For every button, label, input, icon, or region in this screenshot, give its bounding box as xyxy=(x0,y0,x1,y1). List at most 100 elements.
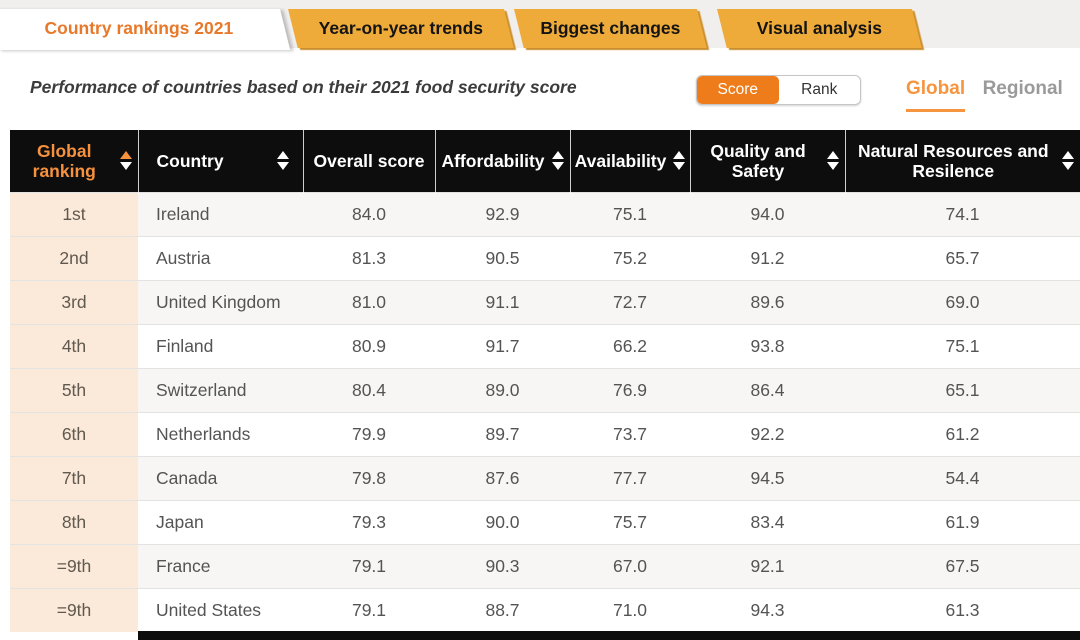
column-label: Availability xyxy=(574,150,667,171)
availability-cell: 77.7 xyxy=(570,455,690,500)
availability-cell: 75.2 xyxy=(570,235,690,280)
column-header-global-ranking[interactable]: Global ranking xyxy=(10,130,138,192)
table-row: =9th United States 79.1 88.7 71.0 94.3 6… xyxy=(10,587,1080,632)
rank-cell: 5th xyxy=(10,367,138,412)
rank-cell: 7th xyxy=(10,455,138,500)
tab-label: Country rankings 2021 xyxy=(44,18,234,38)
quality-safety-cell: 92.1 xyxy=(690,543,845,588)
country-cell: Finland xyxy=(138,323,303,368)
sort-asc-icon xyxy=(119,151,132,160)
table-row: 4th Finland 80.9 91.7 66.2 93.8 75.1 xyxy=(10,323,1080,368)
table-header-row: Global ranking Country Overall score Aff… xyxy=(10,130,1080,192)
column-label: Country xyxy=(156,150,224,171)
tab-biggest-changes[interactable]: Biggest changes xyxy=(514,9,707,48)
natural-resources-cell: 67.5 xyxy=(845,543,1080,588)
table-row: 6th Netherlands 79.9 89.7 73.7 92.2 61.2 xyxy=(10,411,1080,456)
natural-resources-cell: 65.1 xyxy=(845,367,1080,412)
overall-score-cell: 79.8 xyxy=(303,455,435,500)
overall-score-cell: 79.1 xyxy=(303,543,435,588)
natural-resources-cell: 74.1 xyxy=(845,191,1080,236)
page-title: Performance of countries based on their … xyxy=(30,77,577,97)
affordability-cell: 89.0 xyxy=(435,367,570,412)
rankings-table-container: Global ranking Country Overall score Aff… xyxy=(10,130,1080,640)
availability-cell: 75.7 xyxy=(570,499,690,544)
column-label: Overall score xyxy=(313,150,425,171)
sort-asc-icon xyxy=(551,151,564,160)
sort-arrows-icon xyxy=(826,151,839,171)
availability-cell: 75.1 xyxy=(570,191,690,236)
natural-resources-cell: 61.9 xyxy=(845,499,1080,544)
column-header-overall-score[interactable]: Overall score xyxy=(302,130,435,192)
table-row: 7th Canada 79.8 87.6 77.7 94.5 54.4 xyxy=(10,455,1080,500)
column-label: Quality and Safety xyxy=(710,140,806,181)
score-toggle-button[interactable]: Score xyxy=(697,76,779,104)
sort-desc-icon xyxy=(276,162,289,171)
column-header-country[interactable]: Country xyxy=(137,130,303,192)
tab-label: Visual analysis xyxy=(756,18,882,38)
column-header-natural-resources[interactable]: Natural Resources and Resilence xyxy=(844,130,1080,192)
column-header-quality-safety[interactable]: Quality and Safety xyxy=(689,130,845,192)
country-cell: Switzerland xyxy=(138,367,303,412)
rank-cell: =9th xyxy=(10,587,138,632)
score-rank-toggle: Score Rank xyxy=(696,75,861,105)
tab-country-rankings[interactable]: Country rankings 2021 xyxy=(0,9,291,50)
overall-score-cell: 80.9 xyxy=(303,323,435,368)
affordability-cell: 90.5 xyxy=(435,235,570,280)
tab-visual-analysis[interactable]: Visual analysis xyxy=(717,9,922,48)
natural-resources-cell: 61.2 xyxy=(845,411,1080,456)
overall-score-cell: 80.4 xyxy=(303,367,435,412)
natural-resources-cell: 54.4 xyxy=(845,455,1080,500)
natural-resources-cell: 61.3 xyxy=(845,587,1080,632)
quality-safety-cell: 93.8 xyxy=(690,323,845,368)
column-header-availability[interactable]: Availability xyxy=(569,130,690,192)
sort-arrows-icon xyxy=(1062,151,1074,171)
quality-safety-cell: 83.4 xyxy=(690,499,845,544)
table-row: =9th France 79.1 90.3 67.0 92.1 67.5 xyxy=(10,543,1080,588)
quality-safety-cell: 86.4 xyxy=(690,367,845,412)
availability-cell: 71.0 xyxy=(570,587,690,632)
rank-cell: 8th xyxy=(10,499,138,544)
sort-asc-icon xyxy=(673,151,686,160)
affordability-cell: 91.7 xyxy=(435,323,570,368)
overall-score-cell: 81.3 xyxy=(303,235,435,280)
quality-safety-cell: 89.6 xyxy=(690,279,845,324)
sort-arrows-icon xyxy=(119,151,132,171)
rank-cell: 2nd xyxy=(10,235,138,280)
country-cell: France xyxy=(138,543,303,588)
regional-scope-button[interactable]: Regional xyxy=(982,78,1063,99)
country-cell: United Kingdom xyxy=(138,279,303,324)
table-row: 3rd United Kingdom 81.0 91.1 72.7 89.6 6… xyxy=(10,279,1080,324)
table-row: 5th Switzerland 80.4 89.0 76.9 86.4 65.1 xyxy=(10,367,1080,412)
sort-asc-icon xyxy=(1062,151,1074,160)
country-cell: Austria xyxy=(138,235,303,280)
column-label: Affordability xyxy=(441,150,545,171)
sort-desc-icon xyxy=(1062,162,1074,171)
affordability-cell: 90.3 xyxy=(435,543,570,588)
sort-desc-icon xyxy=(673,162,686,171)
table-row: 2nd Austria 81.3 90.5 75.2 91.2 65.7 xyxy=(10,235,1080,280)
affordability-cell: 89.7 xyxy=(435,411,570,456)
column-header-affordability[interactable]: Affordability xyxy=(434,130,570,192)
global-scope-button[interactable]: Global xyxy=(906,78,966,112)
rank-toggle-button[interactable]: Rank xyxy=(801,81,838,98)
availability-cell: 73.7 xyxy=(570,411,690,456)
affordability-cell: 90.0 xyxy=(435,499,570,544)
rankings-table: Global ranking Country Overall score Aff… xyxy=(10,130,1080,632)
natural-resources-cell: 69.0 xyxy=(845,279,1080,324)
rank-cell: 1st xyxy=(10,191,138,236)
tab-year-on-year-trends[interactable]: Year-on-year trends xyxy=(288,9,514,48)
quality-safety-cell: 91.2 xyxy=(690,235,845,280)
horizontal-scrollbar[interactable] xyxy=(138,631,1080,640)
column-label: Global ranking xyxy=(32,140,96,181)
overall-score-cell: 79.1 xyxy=(303,587,435,632)
affordability-cell: 92.9 xyxy=(435,191,570,236)
rank-cell: 6th xyxy=(10,411,138,456)
overall-score-cell: 81.0 xyxy=(303,279,435,324)
quality-safety-cell: 94.0 xyxy=(690,191,845,236)
overall-score-cell: 84.0 xyxy=(303,191,435,236)
affordability-cell: 87.6 xyxy=(435,455,570,500)
sort-arrows-icon xyxy=(673,151,686,171)
sort-arrows-icon xyxy=(551,151,564,171)
quality-safety-cell: 94.3 xyxy=(690,587,845,632)
country-cell: United States xyxy=(138,587,303,632)
